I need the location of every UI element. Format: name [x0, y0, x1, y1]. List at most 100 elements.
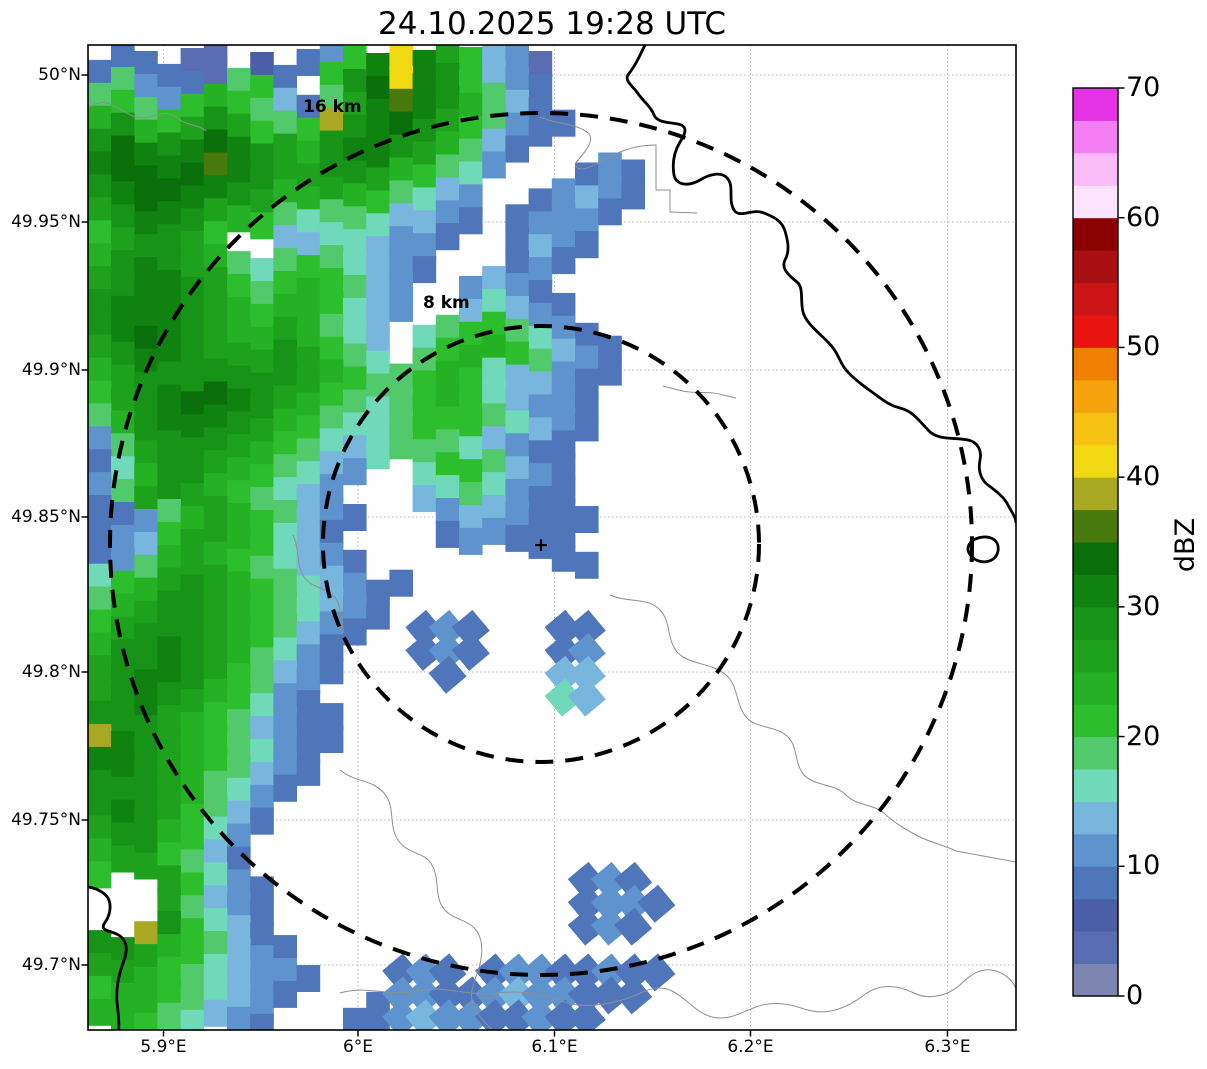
y-tick-label: 49.95°N	[11, 212, 81, 232]
radar-cell	[88, 174, 112, 202]
radar-cell	[528, 302, 553, 330]
radar-cell	[180, 574, 205, 602]
radar-cell	[180, 757, 205, 785]
radar-cell	[551, 201, 576, 229]
radar-cell	[505, 364, 529, 392]
radar-cell	[88, 815, 112, 843]
admin-boundary-line	[609, 594, 1016, 863]
radar-cell	[88, 517, 112, 545]
colorbar-segment	[1073, 315, 1118, 348]
colorbar-tick-label: 30	[1126, 590, 1161, 622]
radar-cell	[180, 368, 205, 396]
radar-cell	[428, 999, 467, 1030]
radar-cell	[343, 46, 367, 73]
radar-cell	[111, 135, 135, 163]
radar-cell	[180, 689, 205, 717]
radar-cell	[157, 567, 181, 595]
admin-boundary-line	[292, 534, 345, 634]
radar-cell	[551, 499, 576, 526]
radar-cell	[343, 572, 367, 600]
radar-cell	[134, 1012, 158, 1030]
colorbar-segment	[1073, 639, 1118, 673]
radar-cell	[451, 632, 490, 671]
radar-cell	[111, 204, 135, 232]
radar-cell	[319, 107, 344, 135]
radar-cell	[180, 1009, 205, 1030]
radar-cell	[134, 73, 158, 101]
radar-cell	[575, 208, 599, 236]
radar-cell	[157, 132, 181, 160]
radar-cell	[111, 547, 135, 575]
radar-cell	[521, 953, 560, 992]
radar-cell	[590, 953, 630, 992]
radar-cell	[227, 296, 251, 324]
radar-cell	[180, 826, 205, 854]
radar-cell	[459, 482, 483, 510]
radar-cell	[482, 403, 506, 431]
radar-cell	[435, 498, 460, 525]
radar-cell	[273, 385, 297, 413]
radar-cell	[157, 407, 181, 435]
radar-cell	[111, 1005, 135, 1030]
radar-cell	[482, 449, 506, 477]
radar-cell	[551, 338, 576, 366]
radar-cell	[134, 646, 158, 674]
radar-cell	[366, 442, 390, 470]
radar-cell	[180, 506, 205, 533]
radar-cell	[180, 345, 205, 373]
radar-cell	[134, 165, 158, 193]
radar-cell	[157, 86, 181, 114]
radar-cell	[273, 706, 297, 734]
radar-cell	[227, 938, 251, 966]
radar-cell	[227, 90, 251, 118]
radar-cell	[180, 254, 205, 282]
radar-cell	[250, 899, 274, 927]
radar-cell	[157, 361, 181, 389]
radar-cell	[157, 590, 181, 618]
radar-cell	[319, 657, 344, 685]
colorbar-segment	[1073, 250, 1118, 284]
radar-cell	[134, 600, 158, 628]
radar-cell	[157, 430, 181, 458]
radar-cell	[88, 59, 112, 87]
radar-cell	[180, 941, 205, 969]
radar-cell	[157, 338, 181, 366]
colorbar-tick-label: 70	[1126, 72, 1161, 103]
radar-cell	[180, 803, 205, 831]
radar-cell	[296, 484, 321, 512]
radar-cell	[412, 95, 437, 123]
radar-cell	[180, 460, 205, 488]
radar-cell	[296, 300, 321, 328]
radar-cell	[134, 967, 158, 994]
radar-cell	[528, 371, 553, 399]
colorbar-tick-label: 10	[1126, 850, 1161, 882]
radar-cell	[273, 614, 297, 642]
radar-cell	[111, 662, 135, 690]
radar-cell	[389, 157, 413, 185]
radar-cell	[157, 682, 181, 710]
radar-cell	[389, 294, 413, 322]
radar-cell	[250, 281, 274, 308]
radar-cell	[319, 726, 344, 753]
radar-cell	[435, 154, 460, 182]
radar-cell	[319, 245, 344, 273]
radar-cell	[567, 632, 606, 671]
radar-cell	[482, 472, 506, 500]
radar-cell	[203, 747, 228, 775]
radar-cell	[296, 758, 321, 786]
radar-cell	[528, 257, 553, 285]
radar-cell	[521, 999, 560, 1030]
radar-cell	[296, 140, 321, 168]
radar-cell	[505, 295, 529, 323]
radar-cell	[343, 91, 367, 119]
radar-cell	[343, 504, 367, 531]
radar-cell	[482, 334, 506, 362]
radar-cell	[273, 225, 297, 253]
radar-cell	[567, 861, 606, 900]
radar-cell	[590, 907, 630, 946]
radar-cell	[88, 586, 112, 614]
radar-cell	[366, 282, 390, 309]
radar-cell	[88, 105, 112, 133]
radar-cell	[343, 595, 367, 623]
radar-cell	[435, 45, 460, 67]
